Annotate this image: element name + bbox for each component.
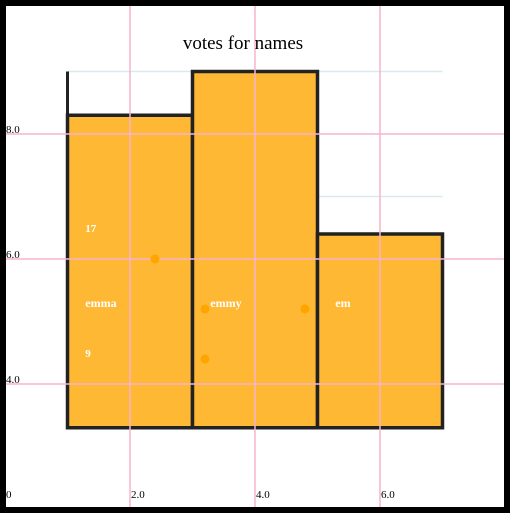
- bar-annotation: emma: [85, 296, 116, 310]
- x-tick-label: 6.0: [381, 489, 395, 501]
- y-tick-label: 4.0: [6, 374, 20, 386]
- y-tick-label: 8.0: [6, 124, 20, 136]
- bar-annotation: 17: [85, 223, 97, 235]
- bar-annotation: 9: [85, 348, 91, 360]
- x-tick-label: 2.0: [131, 489, 145, 501]
- data-point: [200, 304, 210, 314]
- y-tick-label: 6.0: [6, 249, 20, 261]
- axis-layer: [6, 133, 504, 385]
- bar-annotation: emmy: [210, 296, 241, 310]
- x-tick-label: 4.0: [256, 489, 270, 501]
- data-point: [300, 304, 310, 314]
- points-layer: [150, 254, 310, 364]
- label-layer: 0 2.0 4.0 6.0 4.0 6.0 8.0 17 emma 9 emmy em: [6, 124, 395, 501]
- chart-title: votes for names: [183, 33, 303, 54]
- bar-annotation: em: [335, 296, 350, 310]
- x-tick-label: 0: [6, 489, 12, 501]
- data-point: [200, 354, 210, 364]
- data-point: [150, 254, 160, 264]
